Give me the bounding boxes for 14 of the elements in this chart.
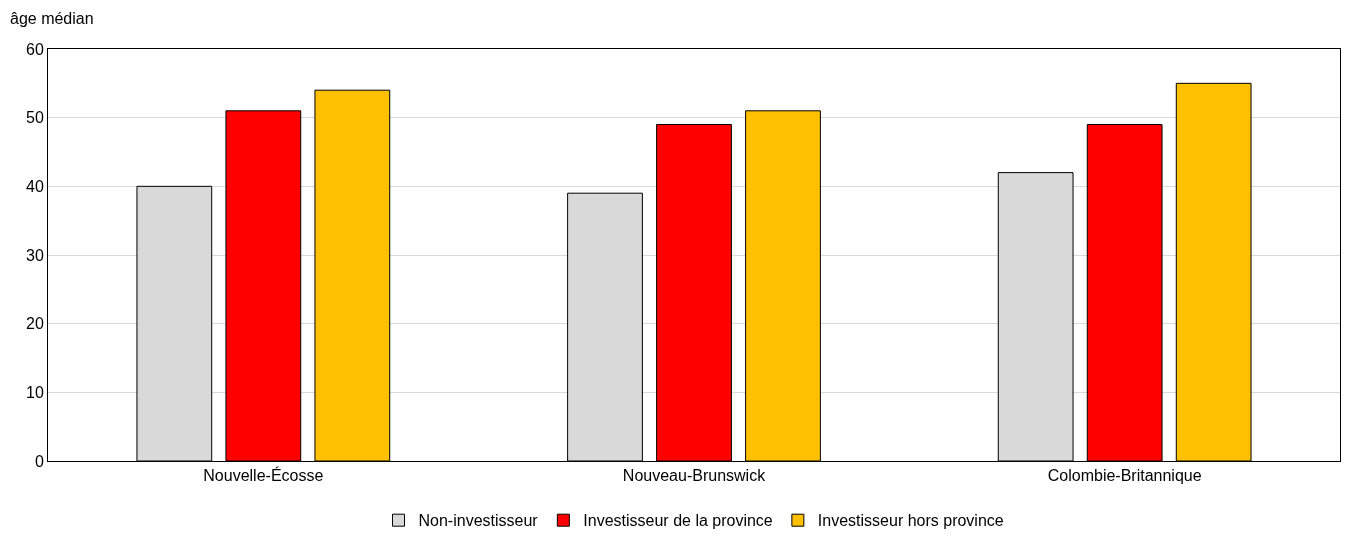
y-tick-label: 50: [26, 109, 44, 127]
y-tick-label: 10: [26, 383, 44, 401]
y-tick-label: 40: [26, 177, 44, 195]
x-tick-label: Colombie-Britannique: [1047, 467, 1202, 485]
y-tick-label: 0: [34, 452, 44, 470]
y-axis-title: âge médian: [10, 10, 94, 27]
legend-label: Investisseur hors province: [817, 512, 1004, 530]
y-tick-label: 60: [26, 40, 44, 58]
x-tick-label: Nouveau-Brunswick: [622, 467, 767, 485]
y-tick-label: 30: [26, 246, 44, 264]
y-tick-label: 20: [26, 315, 44, 333]
legend-label: Non-investisseur: [418, 512, 539, 530]
legend-label: Investisseur de la province: [583, 512, 773, 530]
x-tick-label: Nouvelle-Écosse: [203, 466, 324, 485]
